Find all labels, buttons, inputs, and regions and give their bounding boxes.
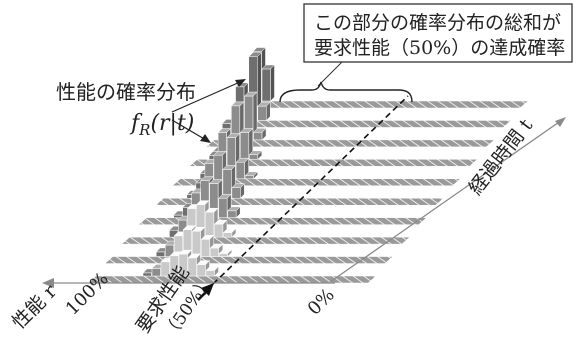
distribution-label: 性能の確率分布 <box>56 80 196 104</box>
callout-pointer-line <box>317 61 343 87</box>
histogram-bar-top <box>218 249 233 254</box>
callout-line-1: この部分の確率分布の総和が <box>314 12 561 34</box>
arrowhead-upper <box>235 79 246 87</box>
performance-100-label: 100% <box>62 268 113 319</box>
time-slice-strip <box>188 159 478 167</box>
histogram-bar-front <box>151 268 161 277</box>
histogram-bar-top <box>222 228 237 233</box>
histogram-bar-top <box>182 225 197 230</box>
histogram-bar-front <box>261 68 271 102</box>
time-slice-strip <box>104 256 394 264</box>
histogram-bar-top <box>261 64 276 70</box>
histogram-bar-top <box>213 150 227 156</box>
histogram-bar-top <box>248 150 263 156</box>
histogram-bar-top <box>200 235 215 240</box>
histogram-bar-top <box>243 91 258 97</box>
histogram-bar-top <box>217 128 232 133</box>
histogram-bar-top <box>244 171 259 177</box>
histogram-bar-front <box>244 175 254 180</box>
histogram-bar-top <box>239 128 254 133</box>
histogram-bar-top <box>227 206 241 212</box>
time-slice-strip <box>222 120 512 128</box>
histogram-bar-front <box>240 132 250 160</box>
histogram-bar-top <box>252 47 267 52</box>
histogram-bar-top <box>231 183 245 188</box>
histogram-bars <box>142 46 276 277</box>
histogram-bar-front <box>222 169 232 199</box>
histogram-bar-top <box>222 165 236 170</box>
time-slice-strip <box>239 100 529 109</box>
function-label: fR(r|t) <box>129 111 194 139</box>
histogram-bar-top <box>209 179 223 184</box>
region-brace <box>279 81 413 103</box>
histogram-bar-top <box>205 266 220 271</box>
histogram-bar-front <box>155 251 165 257</box>
time-slice-strip <box>121 236 411 245</box>
time-slice-strip <box>205 139 495 148</box>
histogram-bar-front <box>257 105 267 121</box>
histogram-bar-front <box>218 253 228 257</box>
histogram-bar-top <box>257 101 271 107</box>
histogram-bar-top <box>230 101 245 107</box>
histogram-bar-front <box>142 272 152 277</box>
histogram-bar-front <box>214 223 224 238</box>
histogram-bar-top <box>204 207 219 213</box>
histogram-bar-front <box>205 270 215 277</box>
histogram-bar-top <box>178 249 193 255</box>
histogram-bar-top <box>226 133 241 138</box>
histogram-bar-top <box>235 157 250 163</box>
histogram-bar-top <box>191 226 206 232</box>
histogram-bar-front <box>249 154 259 160</box>
label-pointer-arrows <box>171 81 241 141</box>
histogram-bar-top <box>218 193 232 199</box>
histogram-bar-top <box>209 243 224 249</box>
histogram-bar-top <box>252 128 267 133</box>
histogram-bar-front <box>253 132 263 141</box>
performance-axis-arrow <box>42 278 335 288</box>
arrowhead-lower <box>200 134 211 143</box>
performance-0-label: 0% <box>304 284 339 319</box>
time-axis-arrow <box>329 117 566 283</box>
histogram-bar-front <box>200 239 210 257</box>
histogram-bar-front <box>209 247 219 257</box>
histogram-bar-side <box>270 64 275 102</box>
histogram-bar-front <box>218 197 228 218</box>
histogram-bar-top <box>196 260 211 265</box>
requirement-dashed-line <box>212 95 409 285</box>
histogram-bar-front <box>231 187 241 199</box>
histogram-bar-top <box>187 253 202 259</box>
histogram-bar-front <box>191 230 201 257</box>
callout-line-2: 要求性能（50%）の達成確率 <box>314 37 565 59</box>
callout-box: この部分の確率分布の総和が 要求性能（50%）の達成確率 <box>303 3 573 63</box>
histogram-bar-top <box>195 200 210 205</box>
histogram-bar-top <box>248 52 262 57</box>
histogram-bar-front <box>235 161 245 180</box>
histogram-bar-top <box>200 176 214 181</box>
histogram-bar-front <box>223 232 233 238</box>
requirement-marker-arrow <box>197 283 214 301</box>
histogram-bar-top <box>213 219 228 225</box>
histogram-bar-front <box>227 210 237 218</box>
histogram-bar-front <box>205 211 215 238</box>
